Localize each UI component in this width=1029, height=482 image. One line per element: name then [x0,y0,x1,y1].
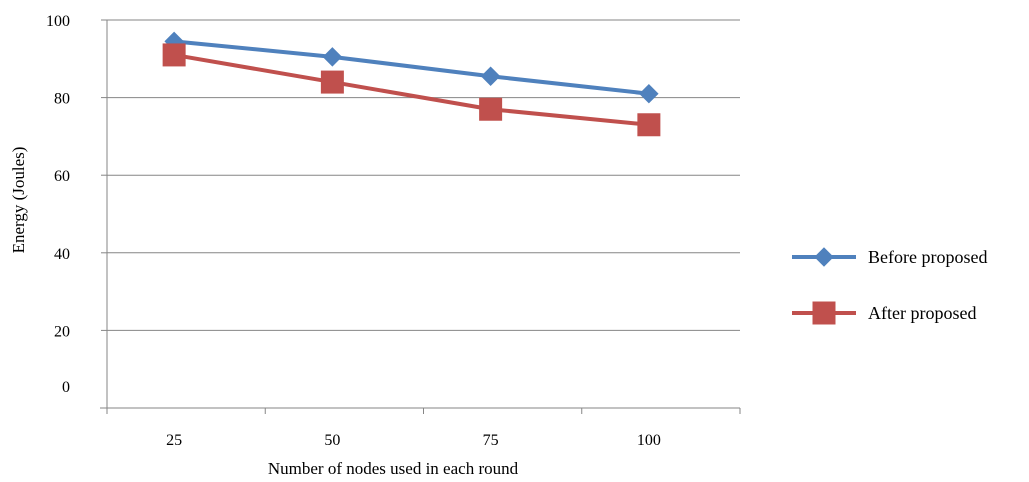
data-point-square [637,113,661,137]
x-tick-labels: 25 50 75 100 [106,408,741,449]
x-tick-label: 25 [166,432,182,449]
data-point-diamond [480,66,501,86]
series-line [173,39,650,96]
y-tick-label: 100 [46,13,70,30]
legend-item: Before proposed [792,247,987,267]
series-1 [162,43,661,137]
series-layer [162,31,661,137]
data-point-diamond [814,247,834,267]
series-line [173,52,650,127]
y-tick-label: 80 [54,91,70,108]
legend-item: After proposed [792,301,976,325]
y-tick-label: 60 [54,168,70,185]
y-tick-label: 0 [62,379,70,396]
y-axis-title: Energy (Joules) [9,147,28,254]
x-tick-label: 50 [324,432,340,449]
data-point-square [812,301,836,325]
gridlines [101,19,740,409]
data-point-square [320,70,344,94]
x-axis-title: Number of nodes used in each round [268,459,519,478]
data-point-diamond [322,47,343,67]
x-tick-label: 100 [637,432,661,449]
legend-label: After proposed [868,303,976,323]
y-tick-label: 40 [54,246,70,263]
x-tick-label: 75 [483,432,499,449]
data-point-square [479,97,503,121]
legend-label: Before proposed [868,247,987,267]
data-point-diamond [639,84,659,104]
axes [100,20,740,409]
y-tick-label: 20 [54,323,70,340]
data-point-square [162,43,186,67]
y-tick-labels: 0 20 40 60 80 100 [46,13,70,396]
legend: Before proposed After proposed [792,247,987,325]
